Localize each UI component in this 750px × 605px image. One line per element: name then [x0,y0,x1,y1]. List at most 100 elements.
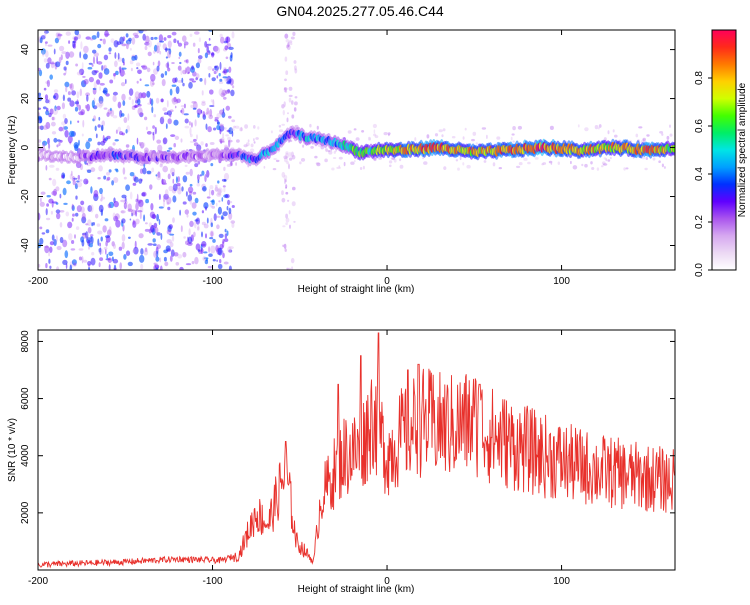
spectrogram-noise-mark [203,223,209,229]
spectrogram-noise-mark [44,30,49,34]
spectrogram-noise-mark [165,123,168,130]
spectrogram-noise-mark [231,119,236,123]
spectrogram-noise-mark [646,134,650,137]
spectrogram-noise-mark [85,36,91,40]
spectrogram-noise-mark [389,164,392,168]
spectrogram-noise-mark [137,199,143,202]
spectrogram-noise-mark [106,178,109,182]
spectrogram-noise-mark [281,197,286,203]
spectrogram-noise-mark [91,251,95,256]
spectrogram-noise-mark [91,64,94,67]
spectrogram-noise-mark [138,233,144,239]
spectrogram-noise-mark [200,247,204,255]
spectrogram-noise-mark [91,35,97,40]
spectrogram-noise-mark [138,178,143,184]
spectrogram-noise-mark [150,203,154,211]
spectrogram-noise-mark [223,172,230,181]
spectrogram-noise-mark [157,171,161,178]
spectrogram-noise-mark [123,201,128,205]
spectrogram-noise-mark [54,37,60,44]
spectrogram-noise-mark [192,211,197,216]
colorbar-label: Normalized spectral amplitude [737,82,748,217]
spectrogram-noise-mark [191,202,197,209]
spectrogram-noise-mark [288,40,293,44]
spectrogram-noise-mark [144,45,148,51]
spectrogram-noise-mark [99,257,104,261]
spectrogram-noise-mark [70,248,76,251]
spectrogram-noise-mark [59,210,65,213]
spectrogram-noise-mark [228,246,234,250]
spectrogram-noise-mark [212,68,215,72]
spectrogram-noise-mark [131,55,136,61]
spectrogram-noise-mark [189,183,193,187]
spectrogram-noise-mark [216,224,220,230]
spectrogram-noise-mark [61,51,67,55]
spectrogram-noise-mark [190,104,194,109]
spectrogram-noise-mark [114,139,119,142]
spectrogram-noise-mark [281,171,286,178]
spectrogram-noise-mark [181,77,184,83]
y-tick-label: -40 [20,238,31,253]
spectrogram-noise-mark [224,228,227,233]
spectrogram-noise-mark [300,158,306,162]
spectrogram-noise-mark [285,217,290,223]
spectrogram-noise-mark [194,31,200,35]
spectrogram-noise-mark [161,98,164,103]
spectrogram-noise-mark [216,215,221,218]
spectrogram-noise-mark [287,267,292,270]
spectrogram-noise-mark [534,157,539,160]
spectrogram-noise-mark [46,217,51,221]
spectrogram-noise-mark [43,87,47,91]
spectrogram-noise-mark [182,175,188,183]
spectrogram-noise-mark [288,210,291,215]
spectrogram-noise-mark [472,131,477,136]
spectrogram-noise-mark [205,143,208,148]
spectrogram-noise-mark [210,163,214,167]
spectrogram-noise-mark [173,38,177,44]
spectrogram-noise-mark [581,163,584,167]
spectrogram-noise-mark [302,144,305,148]
spectrogram-noise-mark [197,161,201,165]
spectrogram-noise-mark [129,172,135,177]
spectrogram-noise-mark [158,206,164,209]
spectrogram-noise-mark [658,160,661,163]
spectrogram-noise-mark [105,248,107,255]
spectrogram-noise-mark [230,127,235,132]
spectrogram-noise-mark [88,243,93,248]
spectrogram-noise-mark [38,115,43,124]
spectrogram-noise-mark [121,93,126,101]
spectrogram-noise-mark [152,82,155,85]
spectrogram-noise-mark [185,191,188,197]
spectrogram-noise-mark [286,267,289,270]
spectrogram-noise-mark [139,112,144,115]
spectrogram-noise-mark [48,177,52,181]
spectrogram-noise-mark [228,265,232,270]
spectrogram-noise-mark [220,92,226,98]
spectrogram-noise-mark [134,96,138,101]
spectrogram-noise-mark [150,36,154,41]
spectrogram-noise-mark [289,224,291,229]
spectrogram-noise-mark [159,40,164,43]
spectrogram-noise-mark [146,67,151,73]
spectrogram-noise-mark [223,68,228,74]
spectrogram-noise-mark [123,254,127,260]
spectrogram-noise-mark [294,96,298,99]
spectrogram-noise-mark [147,243,153,246]
spectrogram-noise-mark [163,193,169,200]
spectrogram-noise-mark [85,231,89,239]
spectrogram-noise-mark [294,101,298,106]
spectrogram-noise-mark [223,40,228,44]
spectrogram-noise-mark [76,91,80,99]
spectrogram-noise-mark [203,202,209,209]
spectrogram-noise-mark [123,117,128,123]
spectrogram-noise-mark [224,144,228,149]
spectrogram-noise-mark [106,112,110,117]
spectrogram-noise-mark [76,205,82,213]
spectrogram-noise-mark [189,168,193,177]
spectrogram-noise-mark [146,170,152,175]
spectrogram-noise-mark [148,222,152,228]
spectrogram-noise-mark [235,162,238,166]
spectrogram-noise-mark [192,101,198,110]
spectrogram-noise-mark [141,93,146,98]
spectrogram-noise-mark [63,72,66,76]
